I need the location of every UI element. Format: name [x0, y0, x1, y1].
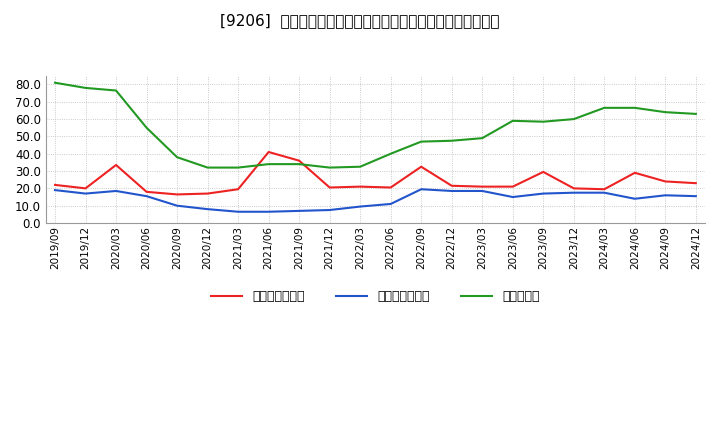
在庫回転率 [264, 161, 273, 167]
買入債務回転率 [387, 202, 395, 207]
売上債権回転率 [631, 170, 639, 176]
買入債務回転率 [234, 209, 243, 214]
在庫回転率 [447, 138, 456, 143]
在庫回転率 [478, 136, 487, 141]
在庫回転率 [600, 105, 608, 110]
買入債務回転率 [539, 191, 548, 196]
買入債務回転率 [661, 193, 670, 198]
売上債権回転率 [325, 185, 334, 190]
売上債権回転率 [264, 149, 273, 154]
在庫回転率 [387, 151, 395, 156]
在庫回転率 [631, 105, 639, 110]
Legend: 売上債権回転率, 買入債務回転率, 在庫回転率: 売上債権回転率, 買入債務回転率, 在庫回転率 [206, 285, 545, 308]
売上債権回転率 [478, 184, 487, 189]
買入債務回転率 [631, 196, 639, 202]
買入債務回転率 [294, 208, 303, 213]
在庫回転率 [173, 154, 181, 160]
売上債権回転率 [294, 158, 303, 163]
売上債権回転率 [50, 182, 59, 187]
買入債務回転率 [325, 207, 334, 213]
売上債権回転率 [203, 191, 212, 196]
売上債権回転率 [570, 186, 578, 191]
在庫回転率 [112, 88, 120, 93]
Line: 買入債務回転率: 買入債務回転率 [55, 189, 696, 212]
在庫回転率 [143, 125, 151, 130]
在庫回転率 [661, 110, 670, 115]
売上債権回転率 [661, 179, 670, 184]
買入債務回転率 [356, 204, 364, 209]
買入債務回転率 [600, 190, 608, 195]
売上債権回転率 [387, 185, 395, 190]
在庫回転率 [294, 161, 303, 167]
在庫回転率 [81, 85, 90, 91]
売上債権回転率 [447, 183, 456, 188]
売上債権回転率 [81, 186, 90, 191]
売上債権回転率 [539, 169, 548, 175]
買入債務回転率 [112, 188, 120, 194]
買入債務回転率 [264, 209, 273, 214]
在庫回転率 [234, 165, 243, 170]
在庫回転率 [50, 80, 59, 85]
在庫回転率 [539, 119, 548, 125]
在庫回転率 [356, 164, 364, 169]
売上債権回転率 [234, 187, 243, 192]
買入債務回転率 [417, 187, 426, 192]
売上債権回転率 [691, 180, 700, 186]
買入債務回転率 [570, 190, 578, 195]
在庫回転率 [417, 139, 426, 144]
買入債務回転率 [508, 194, 517, 200]
売上債権回転率 [143, 189, 151, 194]
売上債権回転率 [600, 187, 608, 192]
在庫回転率 [570, 117, 578, 122]
売上債権回転率 [356, 184, 364, 189]
売上債権回転率 [508, 184, 517, 189]
Line: 売上債権回転率: 売上債権回転率 [55, 152, 696, 194]
売上債権回転率 [417, 164, 426, 169]
買入債務回転率 [478, 188, 487, 194]
売上債権回転率 [173, 192, 181, 197]
買入債務回転率 [50, 187, 59, 193]
Line: 在庫回転率: 在庫回転率 [55, 83, 696, 168]
買入債務回転率 [203, 206, 212, 212]
Text: [9206]  売上債権回転率、買入債務回転率、在庫回転率の推移: [9206] 売上債権回転率、買入債務回転率、在庫回転率の推移 [220, 13, 500, 28]
買入債務回転率 [691, 194, 700, 199]
買入債務回転率 [143, 194, 151, 199]
在庫回転率 [508, 118, 517, 124]
在庫回転率 [203, 165, 212, 170]
買入債務回転率 [173, 203, 181, 208]
売上債権回転率 [112, 162, 120, 168]
買入債務回転率 [447, 188, 456, 194]
在庫回転率 [325, 165, 334, 170]
買入債務回転率 [81, 191, 90, 196]
在庫回転率 [691, 111, 700, 117]
